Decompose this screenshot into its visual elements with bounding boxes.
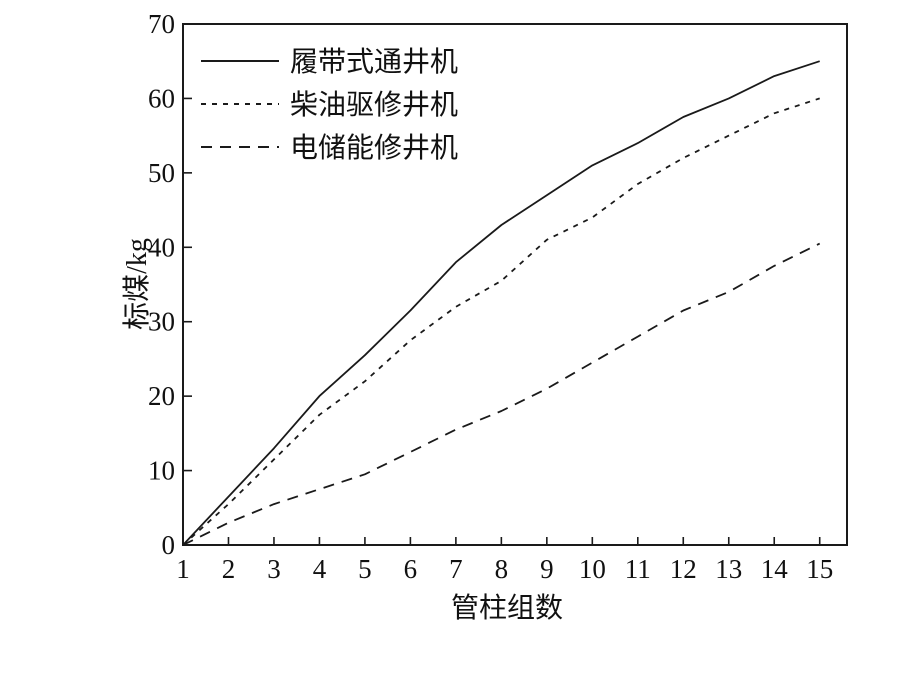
x-axis: 1 2 3 4 5 6 7 8 9 10 11 12 13 14 15	[176, 537, 833, 584]
y-axis-title: 标煤/kg	[121, 238, 153, 330]
x-tick-label: 13	[715, 554, 742, 584]
series-line-3	[182, 242, 821, 546]
x-tick-label: 2	[222, 554, 236, 584]
y-tick-label: 30	[148, 307, 175, 337]
y-tick-label: 50	[148, 158, 175, 188]
legend-label-3: 电储能修井机	[290, 132, 458, 164]
x-tick-label: 3	[267, 554, 281, 584]
y-tick-label: 10	[148, 456, 175, 486]
legend-label-2: 柴油驱修井机	[290, 89, 458, 121]
series-lines	[182, 60, 821, 546]
x-tick-label: 9	[540, 554, 554, 584]
x-tick-label: 4	[313, 554, 327, 584]
legend-label-1: 履带式通井机	[290, 46, 458, 78]
y-tick-label: 60	[148, 83, 175, 113]
series-line-2	[182, 97, 820, 546]
x-tick-label: 8	[495, 554, 509, 584]
x-tick-label: 6	[404, 554, 418, 584]
x-tick-label: 14	[761, 554, 789, 584]
x-tick-label: 11	[625, 554, 651, 584]
y-tick-label: 40	[148, 232, 175, 262]
plot-frame	[182, 23, 848, 546]
x-tick-label: 15	[806, 554, 833, 584]
y-axis: 0 10 20 30 40 50 60 70	[148, 9, 192, 560]
x-tick-label: 12	[670, 554, 697, 584]
x-tick-label: 10	[579, 554, 606, 584]
y-tick-label: 70	[148, 9, 175, 39]
x-tick-label: 5	[358, 554, 372, 584]
x-axis-title: 管柱组数	[451, 592, 563, 624]
y-tick-label: 0	[162, 530, 176, 560]
y-tick-label: 20	[148, 381, 175, 411]
series-line-1	[182, 60, 820, 546]
x-tick-label: 7	[449, 554, 463, 584]
x-tick-label: 1	[176, 554, 190, 584]
